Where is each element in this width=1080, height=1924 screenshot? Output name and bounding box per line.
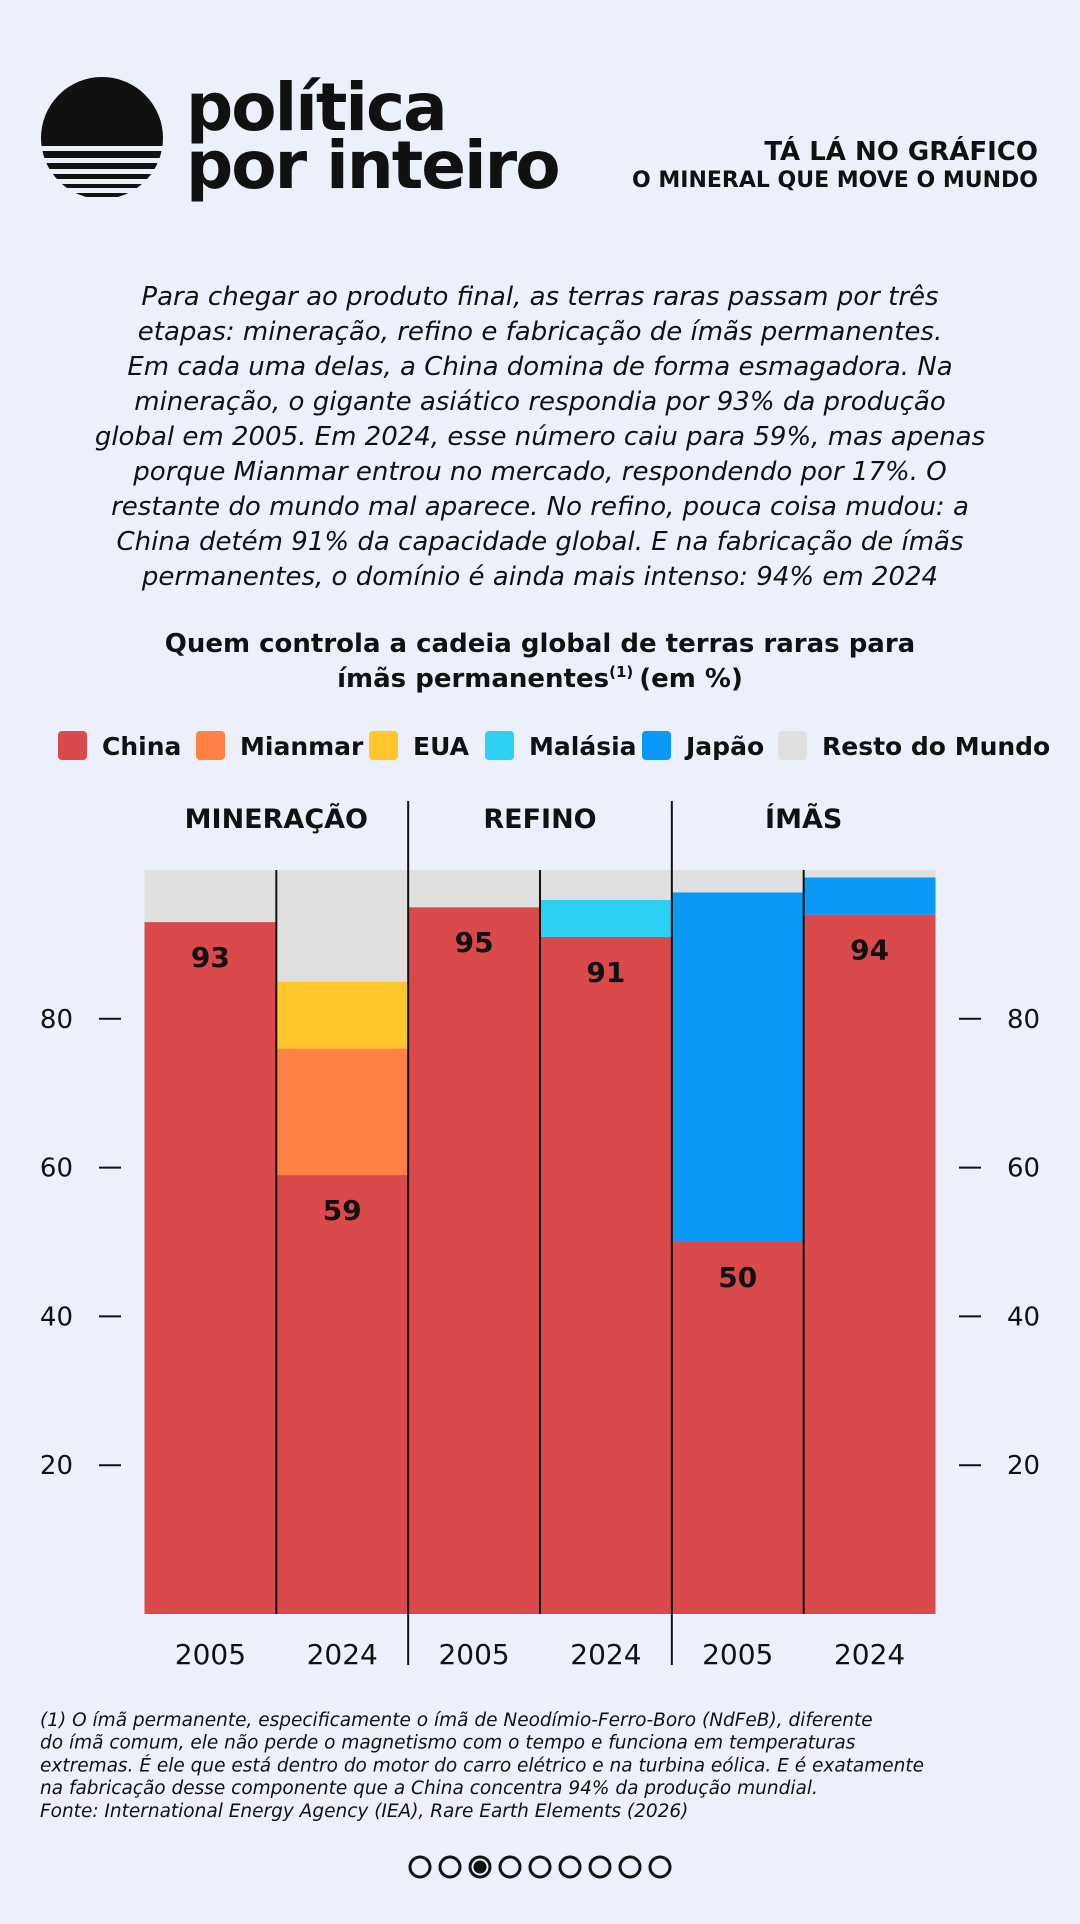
y-tick-label: 20 <box>1007 1451 1040 1481</box>
legend-label: Mianmar <box>240 732 364 761</box>
bar-segment <box>144 922 277 1614</box>
bar-segment <box>671 892 804 1242</box>
group-label: ÍMÃS <box>765 803 842 835</box>
legend-swatch <box>642 731 671 760</box>
footnote: (1) O ímã permanente, especificamente o … <box>40 1710 873 1731</box>
chart-title: ímãs permanentes(1) (em %) <box>337 663 743 694</box>
bar-segment <box>408 870 540 908</box>
intro-line: Para chegar ao produto final, as terras … <box>141 282 938 312</box>
group-label: MINERAÇÃO <box>185 803 368 835</box>
intro-line: mineração, o gigante asiático respondia … <box>134 387 945 417</box>
legend-swatch <box>196 731 225 760</box>
pagination <box>408 1855 672 1879</box>
legend-swatch <box>778 731 807 760</box>
intro-line: global em 2005. Em 2024, esse número cai… <box>95 422 985 452</box>
brand: por inteiro <box>186 127 559 204</box>
bar-segment <box>803 914 936 1614</box>
group-label: REFINO <box>483 804 596 835</box>
bar-segment <box>276 981 409 1049</box>
bar-segment <box>144 870 277 923</box>
bar-segment <box>540 870 672 900</box>
legend-label: Malásia <box>529 732 637 761</box>
header-title: O MINERAL QUE MOVE O MUNDO <box>632 168 1038 193</box>
legend-swatch <box>58 731 87 760</box>
x-tick-label: 2024 <box>834 1638 905 1671</box>
x-tick-label: 2024 <box>570 1638 641 1671</box>
brand: política <box>186 69 446 146</box>
intro-line: restante do mundo mal aparece. No refino… <box>111 492 969 522</box>
bar-segment <box>803 870 936 878</box>
source: Fonte: International Energy Agency (IEA)… <box>40 1801 688 1822</box>
logo <box>41 77 163 197</box>
data-label: 59 <box>323 1194 362 1227</box>
x-tick-label: 2005 <box>175 1638 246 1671</box>
x-tick-label: 2005 <box>438 1638 509 1671</box>
data-label: 95 <box>455 926 494 959</box>
bar-segment <box>803 877 936 915</box>
bar-segment <box>276 870 409 982</box>
data-label: 50 <box>718 1261 757 1294</box>
bar-segment <box>276 1048 409 1176</box>
y-tick-label: 80 <box>40 1005 73 1035</box>
bar-segment <box>408 907 540 1614</box>
chart-title: Quem controla a cadeia global de terras … <box>165 629 915 659</box>
title-part: (em %) <box>639 664 743 694</box>
y-tick-label: 20 <box>40 1451 73 1481</box>
y-tick-label: 80 <box>1007 1005 1040 1035</box>
data-label: 93 <box>191 941 230 974</box>
data-label: 91 <box>586 956 625 989</box>
footnote: extremas. É ele que está dentro do motor… <box>40 1754 924 1776</box>
legend-label: Resto do Mundo <box>822 732 1050 761</box>
data-label: 94 <box>850 934 889 967</box>
bar-segment <box>540 936 672 1614</box>
legend-label: EUA <box>413 732 470 761</box>
legend-label: Japão <box>684 732 764 761</box>
title-part: (1) <box>609 663 633 681</box>
x-tick-label: 2005 <box>702 1638 773 1671</box>
legend-swatch <box>485 731 514 760</box>
intro-line: etapas: mineração, refino e fabricação d… <box>138 317 942 347</box>
bar-segment <box>671 870 804 893</box>
bar-segment <box>671 1242 804 1614</box>
y-tick-label: 40 <box>40 1302 73 1332</box>
intro-line: porque Mianmar entrou no mercado, respon… <box>132 457 946 487</box>
kicker: TÁ LÁ NO GRÁFICO <box>764 135 1038 167</box>
bar-segment <box>540 899 672 937</box>
intro-line: China detém 91% da capacidade global. E … <box>116 527 963 557</box>
bar-segment <box>276 1175 409 1614</box>
y-tick-label: 60 <box>40 1154 73 1184</box>
y-tick-label: 40 <box>1007 1302 1040 1332</box>
footnote: na fabricação desse componente que a Chi… <box>40 1778 818 1799</box>
x-tick-label: 2024 <box>307 1638 378 1671</box>
footnote: do ímã comum, ele não perde o magnetismo… <box>40 1733 856 1754</box>
legend-label: China <box>102 732 181 761</box>
y-tick-label: 60 <box>1007 1154 1040 1184</box>
intro-line: Em cada uma delas, a China domina de for… <box>127 352 952 382</box>
legend-swatch <box>369 731 398 760</box>
intro-line: permanentes, o domínio é ainda mais inte… <box>141 562 938 592</box>
title-part: ímãs permanentes <box>337 664 609 694</box>
